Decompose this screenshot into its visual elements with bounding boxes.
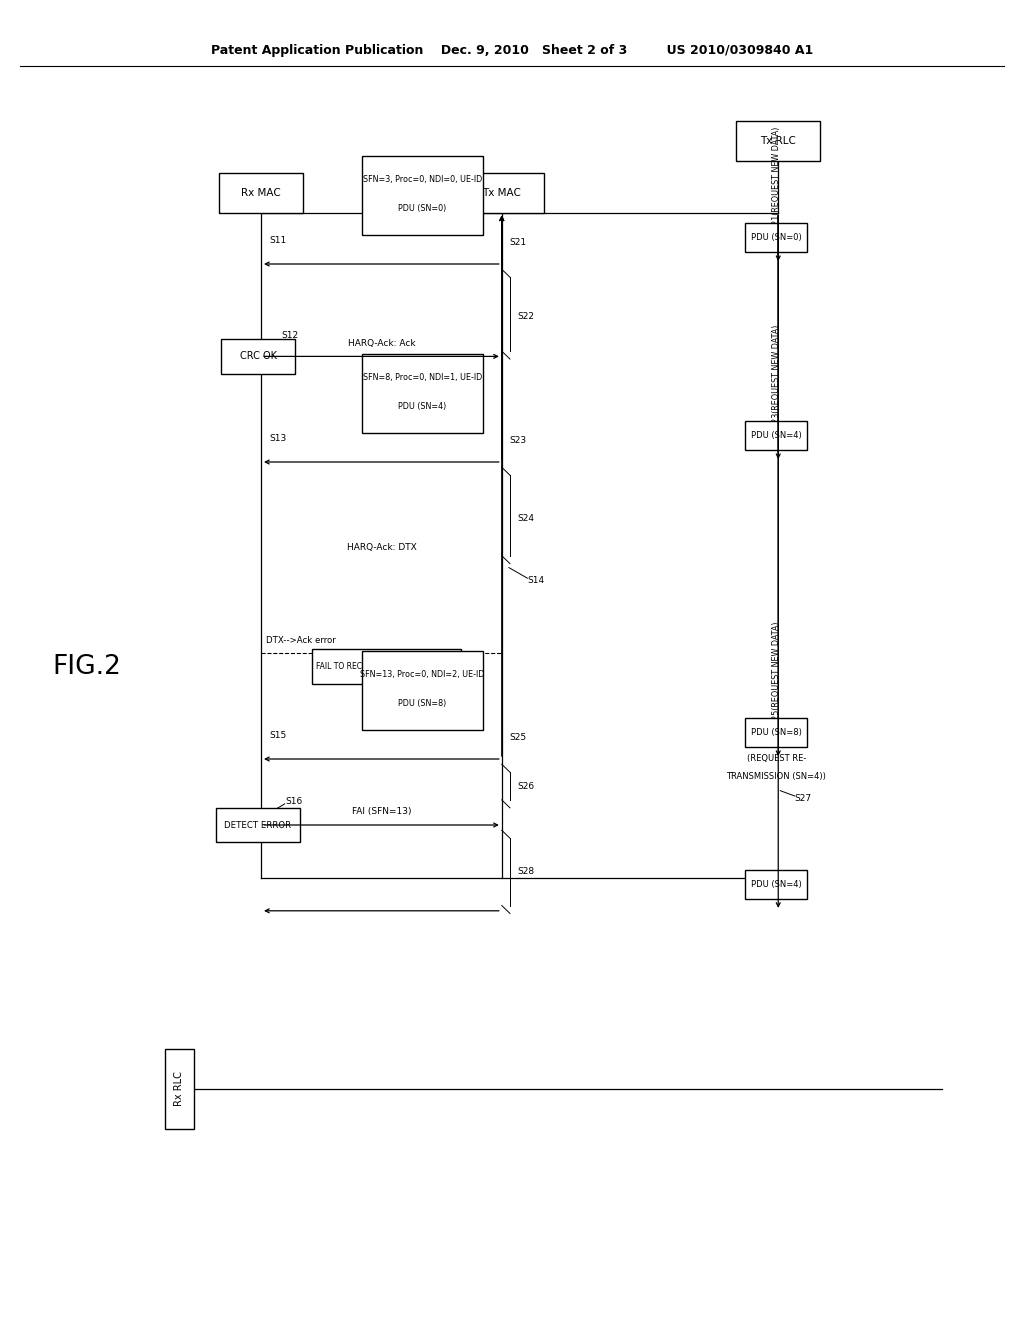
Text: S25: S25 <box>509 734 526 742</box>
Text: SFN=8, Proc=0, NDI=1, UE-ID: SFN=8, Proc=0, NDI=1, UE-ID <box>362 374 482 381</box>
Text: PDU (SN=4): PDU (SN=4) <box>398 403 446 411</box>
Text: PDU (SN=4): PDU (SN=4) <box>751 432 802 440</box>
Text: S13: S13 <box>269 434 287 442</box>
Text: (REQUEST RE-: (REQUEST RE- <box>746 755 806 763</box>
Text: SFN=3, Proc=0, NDI=0, UE-ID: SFN=3, Proc=0, NDI=0, UE-ID <box>362 176 482 183</box>
Text: PDU (SN=4): PDU (SN=4) <box>751 880 802 888</box>
Text: Tx MAC: Tx MAC <box>482 187 521 198</box>
Text: Patent Application Publication    Dec. 9, 2010   Sheet 2 of 3         US 2010/03: Patent Application Publication Dec. 9, 2… <box>211 44 813 57</box>
Text: HARQ-Ack: Ack: HARQ-Ack: Ack <box>347 339 416 347</box>
Text: S22: S22 <box>517 313 535 321</box>
Bar <box>745 718 807 747</box>
Bar <box>736 121 820 161</box>
Text: PDU (SN=8): PDU (SN=8) <box>398 700 446 708</box>
Text: S27: S27 <box>795 795 812 803</box>
Text: S26: S26 <box>517 781 535 791</box>
Bar <box>460 173 544 213</box>
Text: PDU (SN=0): PDU (SN=0) <box>751 234 802 242</box>
Bar <box>312 649 461 684</box>
Text: S25(REQUEST NEW DATA): S25(REQUEST NEW DATA) <box>772 622 780 725</box>
Text: S12: S12 <box>282 331 299 339</box>
Text: S24: S24 <box>517 513 535 523</box>
Bar <box>362 651 483 730</box>
Bar <box>362 354 483 433</box>
Text: DETECT ERROR: DETECT ERROR <box>224 821 292 829</box>
Bar <box>745 870 807 899</box>
Bar <box>219 173 303 213</box>
Text: FAIL TO RECEIVE CONTROL CHANNEL: FAIL TO RECEIVE CONTROL CHANNEL <box>315 663 458 671</box>
Bar <box>745 421 807 450</box>
Text: S23(REQUEST NEW DATA): S23(REQUEST NEW DATA) <box>772 325 780 428</box>
Text: Rx RLC: Rx RLC <box>174 1072 184 1106</box>
Text: S14: S14 <box>527 577 545 585</box>
Text: S28: S28 <box>517 867 535 876</box>
Bar <box>362 156 483 235</box>
Text: PDU (SN=8): PDU (SN=8) <box>751 729 802 737</box>
Bar <box>221 339 295 374</box>
Text: DTX-->Ack error: DTX-->Ack error <box>266 636 336 644</box>
Text: S23: S23 <box>509 437 526 445</box>
Text: HARQ-Ack: DTX: HARQ-Ack: DTX <box>346 544 417 552</box>
Text: TRANSMISSION (SN=4)): TRANSMISSION (SN=4)) <box>726 772 826 780</box>
Bar <box>165 1049 194 1129</box>
Text: FAI (SFN=13): FAI (SFN=13) <box>351 808 412 816</box>
Text: S21: S21 <box>509 239 526 247</box>
Text: Tx RLC: Tx RLC <box>760 136 797 147</box>
Text: S11: S11 <box>269 236 287 244</box>
Text: CRC OK: CRC OK <box>240 351 276 362</box>
Text: S21(REQUEST NEW DATA): S21(REQUEST NEW DATA) <box>772 127 780 230</box>
Bar <box>216 808 300 842</box>
Text: Rx MAC: Rx MAC <box>242 187 281 198</box>
Text: PDU (SN=0): PDU (SN=0) <box>398 205 446 213</box>
Text: SFN=13, Proc=0, NDI=2, UE-ID: SFN=13, Proc=0, NDI=2, UE-ID <box>360 671 484 678</box>
Bar <box>745 223 807 252</box>
Text: FIG.2: FIG.2 <box>52 653 122 680</box>
Text: S15: S15 <box>269 731 287 739</box>
Text: S16: S16 <box>286 797 303 805</box>
